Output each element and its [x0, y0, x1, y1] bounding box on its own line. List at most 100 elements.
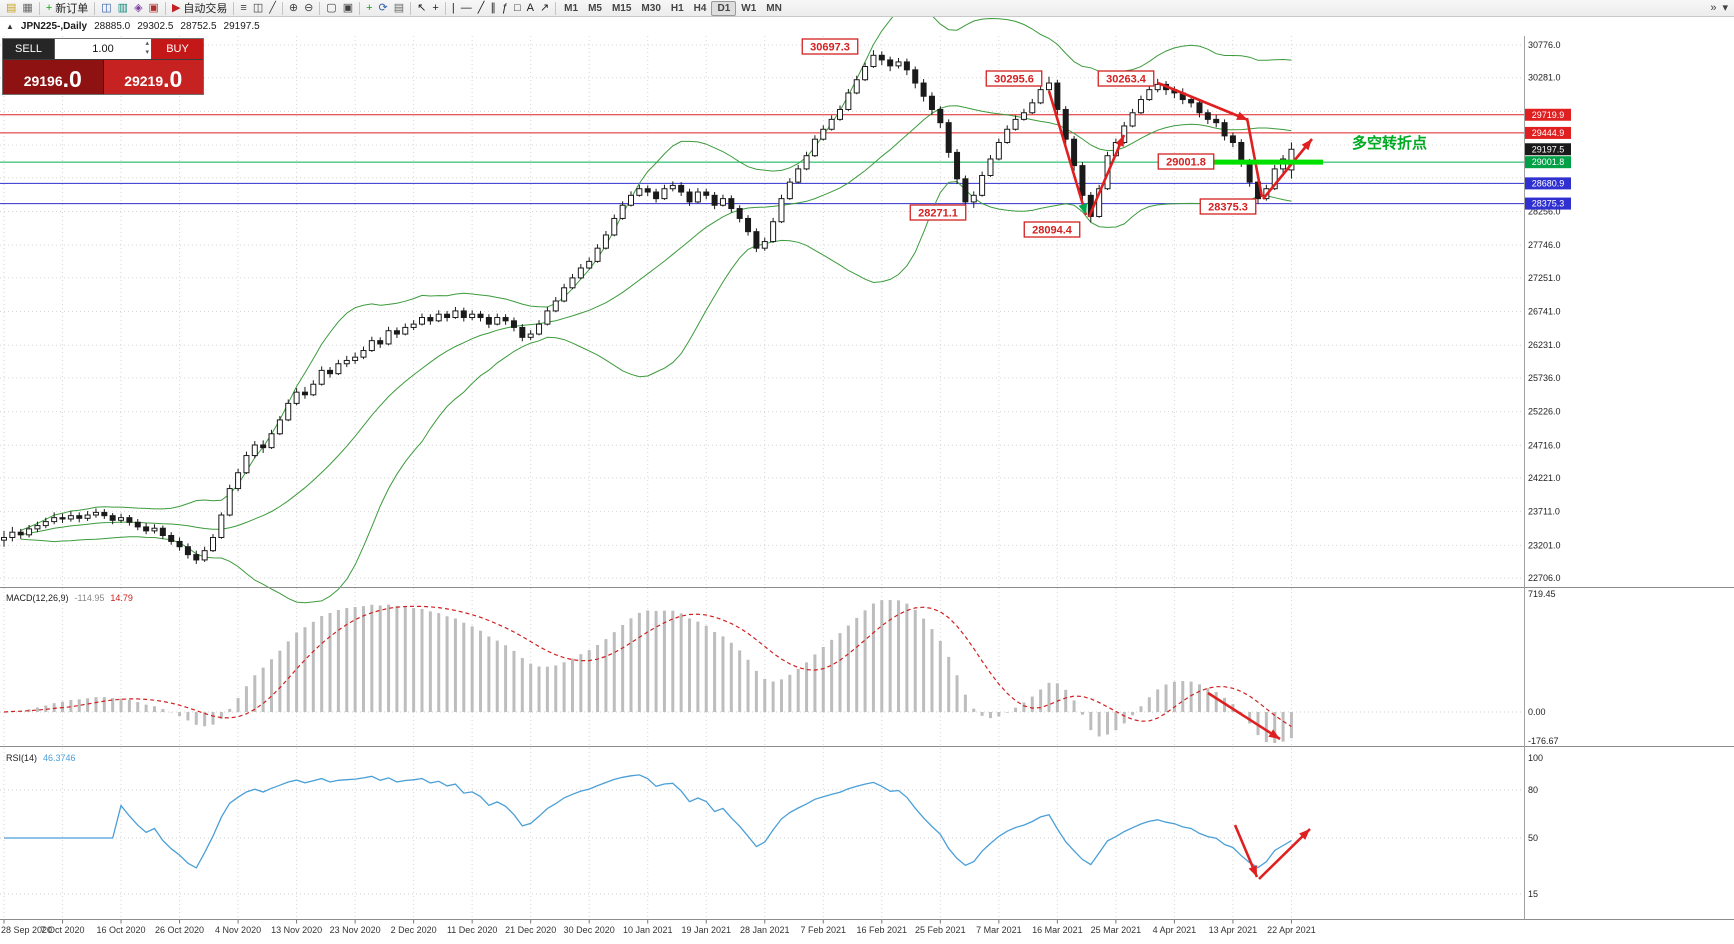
candlestick [134, 521, 141, 528]
icon-glyph: ▣ [148, 1, 159, 14]
sep9 [444, 1, 446, 15]
sell-price[interactable]: 29196 .0 [3, 60, 104, 94]
icon-glyph: ∥ [490, 1, 496, 14]
chart-background [0, 17, 1734, 944]
trend-arrow[interactable] [1245, 117, 1264, 198]
symbol-title: JPN225-,Daily [20, 21, 88, 32]
candlestick-chart-icon[interactable]: ◫ [250, 1, 266, 16]
cascade-windows-icon[interactable]: ▣ [340, 1, 356, 16]
chart-profiles-icon[interactable]: ▦ [19, 1, 35, 16]
sep1 [38, 1, 40, 15]
channel-icon[interactable]: ∥ [487, 1, 499, 16]
sell-price-pips: .0 [62, 66, 82, 92]
icon-glyph: ▶ [171, 1, 181, 14]
sell-price-main: 29196 [23, 73, 63, 89]
price-annotation[interactable] [1023, 221, 1081, 238]
candlestick [669, 184, 676, 190]
line-chart-icon[interactable]: ╱ [266, 1, 279, 16]
market-watch-icon[interactable]: ◫ [98, 1, 114, 16]
new-order-button[interactable]: + 新订单 [43, 1, 91, 16]
trend-arrow[interactable] [1157, 81, 1249, 122]
fibonacci-icon[interactable]: ƒ [499, 1, 511, 16]
icon-label: W1 [741, 2, 757, 14]
date-label: 19 Jan 2021 [681, 925, 731, 935]
candlestick [1079, 165, 1086, 196]
icon-glyph: + [45, 1, 53, 14]
timeframe-mn[interactable]: MN [761, 1, 787, 16]
trend-arrow[interactable] [1207, 691, 1281, 741]
timeframe-m30[interactable]: M30 [636, 1, 665, 16]
price-annotation[interactable] [1157, 153, 1215, 170]
price-tag [1525, 108, 1571, 121]
price-annotation-text: 28375.3 [1208, 202, 1248, 214]
price-annotation[interactable] [801, 38, 859, 55]
timeframe-h1[interactable]: H1 [666, 1, 689, 16]
sell-button[interactable]: SELL [3, 39, 55, 59]
candlestick [770, 221, 777, 243]
zoom-in-icon[interactable]: ⊕ [286, 1, 301, 16]
toolbar-options-icon[interactable]: ▾ [1719, 1, 1731, 16]
candlestick [678, 184, 685, 193]
trend-arrow[interactable] [1258, 828, 1311, 880]
auto-scroll-icon[interactable]: » [1707, 1, 1719, 16]
timeframe-m15[interactable]: M15 [607, 1, 636, 16]
timeframe-m1[interactable]: M1 [559, 1, 583, 16]
candlestick [51, 517, 58, 523]
candlestick [301, 391, 308, 396]
timeframe-w1[interactable]: W1 [736, 1, 761, 16]
volume-down-icon[interactable]: ▾ [145, 49, 149, 56]
ohlc-high: 29302.5 [137, 21, 174, 32]
chart-canvas[interactable]: 多空转折点 30697.3 30295.6 30263.4 29001.8 28271.1… [0, 17, 1734, 944]
trend-arrow[interactable] [1087, 134, 1126, 218]
icon-glyph: ▥ [117, 1, 129, 14]
navigator-icon[interactable]: ◈ [131, 1, 145, 16]
text-icon[interactable]: A [524, 1, 537, 16]
price-annotation[interactable] [985, 70, 1043, 87]
data-window-icon[interactable]: ▥ [115, 1, 131, 16]
terminal-icon[interactable]: ▣ [146, 1, 162, 16]
candlestick [1196, 102, 1203, 114]
candlestick [661, 188, 668, 200]
trend-arrow[interactable] [1261, 138, 1314, 200]
trend-arrow[interactable] [1047, 90, 1088, 216]
price-tag-text: 29197.5 [1532, 144, 1565, 154]
templates-icon[interactable]: ▤ [391, 1, 407, 16]
buy-button[interactable]: BUY [151, 39, 203, 59]
cursor-icon[interactable]: ↖ [414, 1, 429, 16]
volume-up-icon[interactable]: ▴ [145, 40, 149, 47]
price-annotation[interactable] [1199, 198, 1257, 215]
price-annotation[interactable] [1097, 70, 1155, 87]
rsi-axis-label: 50 [1528, 833, 1538, 843]
candlestick [235, 472, 242, 490]
crosshair-icon[interactable]: + [429, 1, 441, 16]
indicators-icon[interactable]: + [363, 1, 375, 16]
timeframe-h4[interactable]: H4 [689, 1, 712, 16]
shapes-icon[interactable]: □ [511, 1, 524, 16]
candlestick [1062, 108, 1069, 140]
arrows-icon[interactable]: ↗ [537, 1, 552, 16]
timeframe-d1[interactable]: D1 [711, 0, 737, 16]
candlestick [494, 317, 501, 325]
icon-glyph: ◫ [252, 1, 264, 14]
zoom-out-icon[interactable]: ⊖ [301, 1, 316, 16]
candlestick [786, 181, 793, 200]
turning-point-note[interactable]: 多空转折点 [1352, 134, 1427, 152]
icon-label: M30 [641, 2, 661, 14]
buy-price-pips: .0 [163, 66, 183, 92]
volume-input[interactable]: 1.00 ▴ ▾ [55, 39, 151, 59]
new-chart-icon[interactable]: ▤ [3, 1, 19, 16]
one-click-toggle-icon[interactable]: ▲ [6, 22, 14, 31]
vertical-line-icon[interactable]: | [449, 1, 458, 16]
periods-icon[interactable]: ⟳ [376, 1, 391, 16]
candlestick [703, 191, 710, 196]
candlestick [1238, 141, 1245, 163]
price-annotation[interactable] [909, 204, 967, 221]
tile-windows-icon[interactable]: ▢ [323, 1, 339, 16]
buy-price[interactable]: 29219 .0 [103, 60, 203, 94]
autotrading-button[interactable]: ▶ 自动交易 [169, 1, 230, 16]
trendline-icon[interactable]: ╱ [475, 1, 488, 16]
horizontal-line-icon[interactable]: ― [458, 1, 475, 16]
bar-chart-icon[interactable]: ≡ [237, 1, 249, 16]
bollinger-line [20, 180, 1292, 604]
timeframe-m5[interactable]: M5 [583, 1, 607, 16]
